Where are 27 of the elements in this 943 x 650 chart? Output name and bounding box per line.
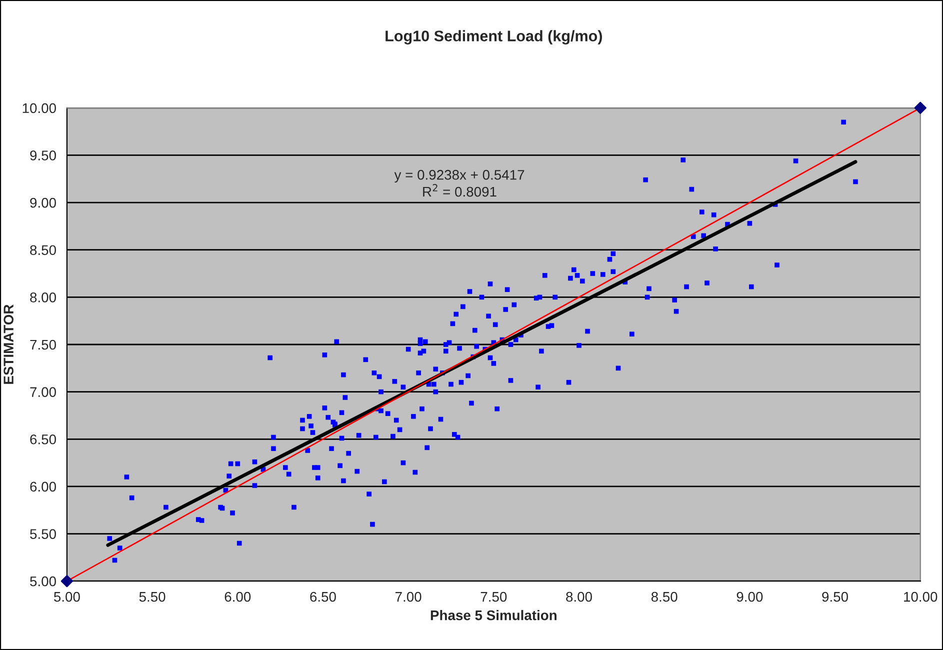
- x-tick-label: 7.00: [396, 592, 422, 602]
- x-tick-label: 6.50: [310, 592, 336, 602]
- y-tick-label: 5.50: [30, 529, 56, 539]
- x-tick-label: 8.00: [566, 592, 592, 602]
- x-tick-label: 9.50: [822, 592, 848, 602]
- x-tick-label: 7.50: [480, 592, 507, 602]
- x-tick-label: 9.00: [736, 592, 763, 602]
- y-tick-label: 8.00: [30, 292, 56, 302]
- x-tick-label: 6.00: [224, 592, 251, 602]
- y-tick-label: 9.00: [30, 198, 56, 208]
- y-tick-label: 7.50: [30, 340, 56, 350]
- y-tick-label: 10.00: [22, 103, 56, 114]
- y-tick-label: 6.00: [30, 482, 56, 492]
- x-tick-label: 10.00: [904, 592, 938, 602]
- y-tick-label: 8.50: [30, 245, 56, 256]
- chart-title: Log10 Sediment Load (kg/mo): [386, 30, 602, 44]
- annotation: R$^{2}$ = 0.8091: [423, 184, 496, 197]
- y-tick-label: 5.00: [30, 576, 56, 586]
- annotation: y = 0.9238x + 0.5417: [394, 170, 524, 183]
- y-tick-label: 6.50: [30, 434, 56, 444]
- x-tick-label: 5.00: [54, 592, 80, 602]
- x-axis-title: Phase 5 Simulation: [430, 610, 556, 620]
- y-tick-label: 9.50: [30, 150, 56, 160]
- x-tick-label: 5.50: [139, 592, 166, 602]
- y-axis-title: ESTIMATOR: [4, 304, 14, 384]
- y-tick-label: 7.00: [30, 387, 56, 397]
- x-tick-label: 8.50: [651, 592, 678, 602]
